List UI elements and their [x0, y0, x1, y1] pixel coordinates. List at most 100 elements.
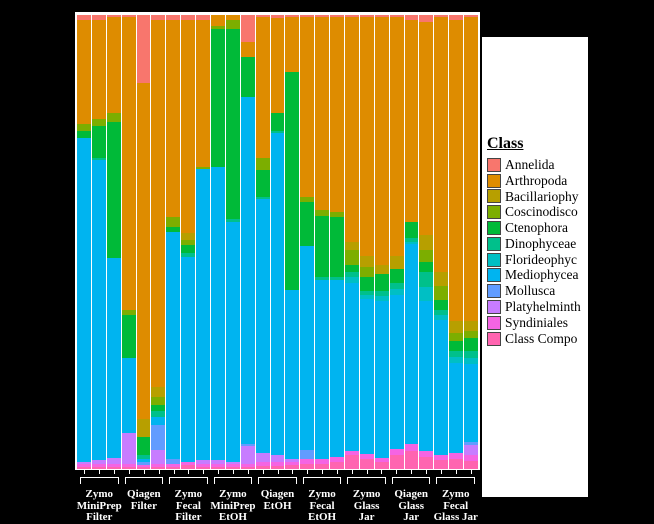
bar-segment — [434, 286, 449, 300]
bar-segment — [270, 112, 285, 131]
bar-segment — [240, 57, 255, 98]
bar-segment — [106, 457, 121, 465]
legend-label: Florideophyc — [505, 251, 577, 267]
stacked-bar — [151, 15, 166, 469]
bar-segment — [211, 459, 225, 465]
bar-segment — [151, 425, 166, 451]
bar-segment — [77, 130, 91, 138]
stacked-bar — [91, 15, 106, 469]
bar-segment — [300, 17, 315, 197]
bar-segment — [151, 466, 166, 469]
stacked-bar — [77, 15, 91, 469]
group-label-line: Qiagen — [127, 488, 161, 500]
legend-swatch — [487, 236, 501, 251]
stacked-bar — [404, 15, 419, 469]
bar-segment — [91, 459, 106, 465]
bar-segment — [91, 119, 106, 127]
bar-segment — [345, 455, 359, 469]
bar-segment — [240, 466, 255, 469]
bar-segment — [434, 315, 449, 321]
bar-segment — [374, 264, 389, 274]
bar-segment — [359, 15, 374, 18]
bar-segment — [419, 286, 434, 301]
bar-segment — [464, 363, 479, 442]
bar-segment — [449, 341, 464, 352]
bar-segment — [345, 17, 359, 242]
bar-segment — [285, 289, 300, 460]
bar-segment — [345, 15, 359, 18]
axis-tick — [262, 470, 264, 474]
bar-segment — [181, 462, 196, 466]
stacked-bar — [181, 15, 196, 469]
group-label: Zymo Glass Jar — [353, 488, 381, 524]
legend-label: Arthropoda — [505, 172, 568, 188]
bar-segment — [240, 15, 255, 43]
bar-segment — [151, 387, 166, 398]
bar-segment — [166, 231, 181, 459]
bar-segment — [449, 453, 464, 459]
group-label: Zymo MiniPrep Filter — [76, 488, 122, 524]
legend-swatch — [487, 252, 501, 267]
bar-segment — [300, 246, 315, 451]
bar-segment — [106, 464, 121, 467]
bar-segment — [404, 20, 419, 222]
axis-tick — [99, 470, 101, 474]
group-bracket — [124, 477, 164, 484]
bar-segment — [270, 465, 285, 469]
bar-segment — [166, 15, 181, 20]
stacked-bar — [345, 15, 359, 469]
stacked-bar — [419, 15, 434, 469]
legend-label: Mediophycea — [505, 267, 579, 283]
bar-segment — [389, 294, 404, 449]
bar-segment — [91, 466, 106, 469]
axis-tick — [336, 470, 338, 474]
legend-item: Annelida — [487, 157, 588, 173]
legend-item: Arthropoda — [487, 173, 588, 189]
bar-segment — [419, 261, 434, 272]
bar-segment — [464, 338, 479, 352]
bar-segment — [196, 19, 211, 168]
bar-segment — [389, 17, 404, 256]
bar-segment — [255, 465, 270, 469]
bar-segment — [255, 462, 270, 466]
bar-segment — [196, 459, 211, 465]
stacked-bar — [449, 15, 464, 469]
bar-segment — [359, 453, 374, 459]
group-label: Qiagen EtOH — [261, 488, 295, 512]
stacked-bar — [240, 15, 255, 469]
bar-segment — [330, 212, 345, 218]
bar-segment — [359, 458, 374, 469]
group-bracket — [258, 477, 297, 484]
bar-segment — [419, 271, 434, 287]
bar-segment — [404, 237, 419, 242]
legend-item: Class Compo — [487, 331, 588, 347]
bar-segment — [449, 321, 464, 334]
bar-segment — [449, 351, 464, 358]
stacked-bar — [255, 15, 270, 469]
group-label-line: MiniPrep — [76, 499, 122, 512]
stacked-bar — [315, 15, 330, 469]
bar-segment — [225, 20, 240, 29]
stacked-bar — [374, 15, 389, 469]
bar-segment — [136, 437, 151, 456]
bar-segment — [151, 19, 166, 388]
bar-segment — [196, 169, 211, 460]
bar-segment — [345, 450, 359, 456]
legend-swatch — [487, 315, 501, 330]
bar-segment — [225, 462, 240, 465]
bar-segment — [434, 271, 449, 287]
bar-segment — [315, 458, 330, 464]
bar-segment — [151, 397, 166, 406]
axis-tick — [203, 470, 205, 474]
bar-segment — [434, 320, 449, 456]
bar-segment — [151, 411, 166, 418]
legend-label: Coscinodisco — [505, 204, 578, 220]
legend-label: Dinophyceae — [505, 235, 577, 251]
bar-segment — [240, 443, 255, 447]
bar-segment — [270, 130, 285, 134]
bar-segment — [359, 267, 374, 278]
legend-label: Mollusca — [505, 283, 556, 299]
group-bracket — [213, 477, 253, 484]
bar-segment — [434, 15, 449, 18]
